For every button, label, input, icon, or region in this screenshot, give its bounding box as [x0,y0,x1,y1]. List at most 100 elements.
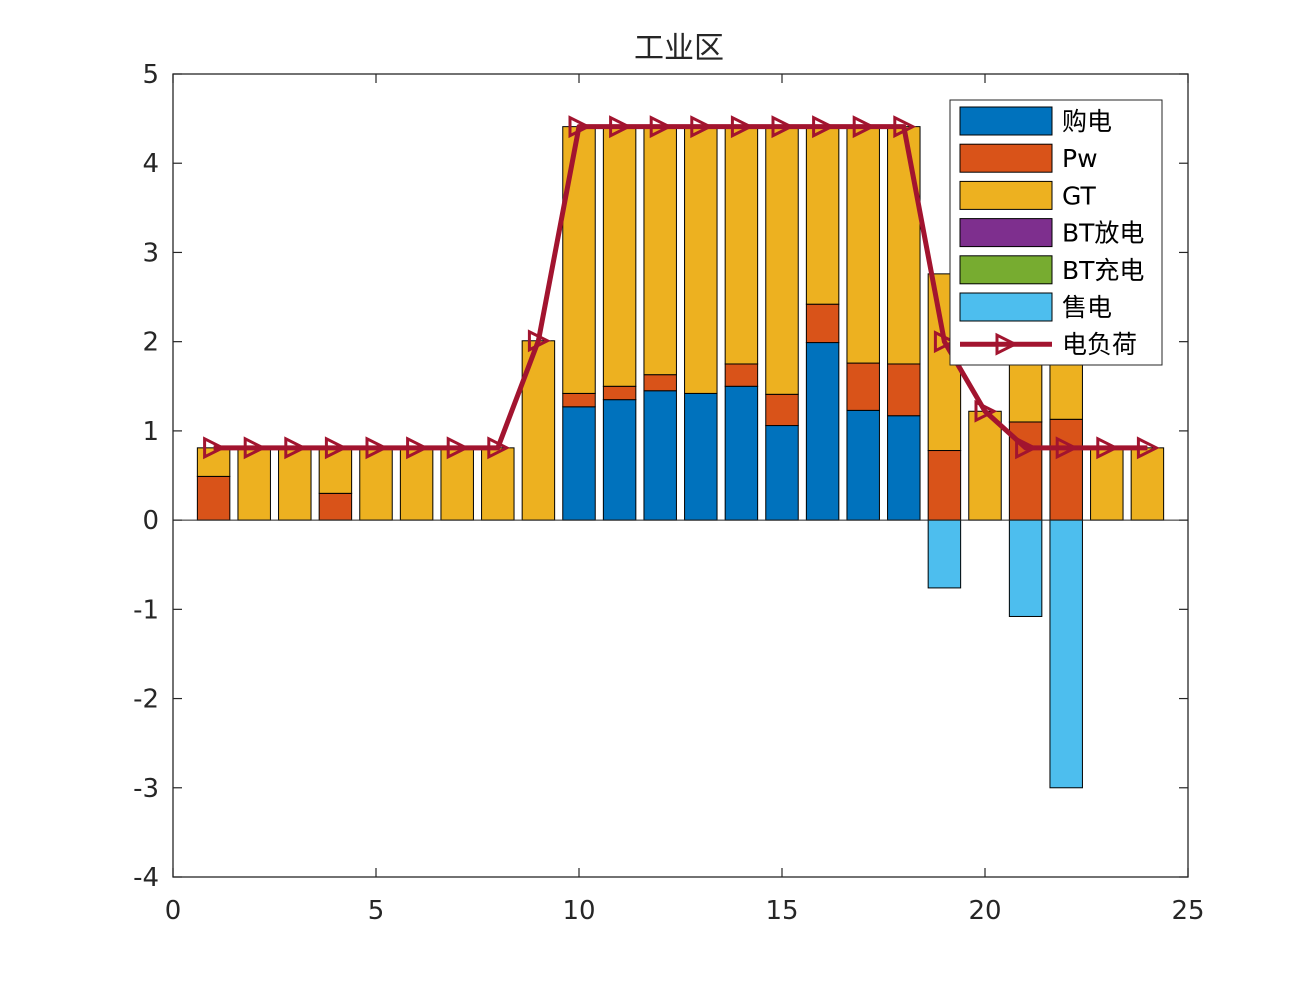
bar-售电-22 [1049,519,1083,789]
bar-GT-3 [278,447,312,521]
bar-购电-12 [643,390,677,521]
load-marker-3 [284,436,308,460]
load-marker-21 [1015,436,1038,460]
legend-swatch-售电 [959,292,1053,322]
bar-GT-8 [481,447,515,521]
x-tick-label-20: 20 [968,896,1001,926]
legend-label-GT: GT [1062,181,1096,210]
y-tick-label-3: 3 [142,238,159,268]
bar-GT-18 [887,126,921,365]
load-marker-1 [203,436,226,460]
bar-购电-17 [846,409,880,521]
bar-GT-13 [684,126,718,394]
legend-label-BT放电: BT放电 [1062,219,1144,248]
bar-Pw-1 [196,475,231,521]
bar-购电-15 [765,425,799,521]
plot-frame [172,73,1189,878]
bar-购电-10 [562,406,596,521]
bar-GT-4 [318,447,353,494]
legend-swatch-购电 [959,106,1053,136]
bar-Pw-18 [887,363,921,417]
bar-GT-12 [643,126,677,376]
bar-购电-14 [724,385,759,521]
bar-GT-7 [440,447,474,521]
bar-Pw-11 [602,385,637,401]
load-marker-20 [974,399,998,423]
legend-marker-电负荷 [995,332,1019,356]
load-marker-14 [730,115,754,139]
x-tick-label-10: 10 [562,896,595,926]
legend-swatch-BT充电 [959,255,1053,285]
load-marker-7 [446,436,470,460]
load-marker-6 [406,436,429,460]
legend-label-Pw: Pw [1062,144,1098,173]
load-marker-12 [649,115,673,139]
bar-Pw-14 [724,363,759,387]
load-marker-10 [568,115,592,139]
y-tick-label-4: 4 [142,149,159,179]
x-tick-label-0: 0 [165,896,182,926]
bar-Pw-17 [846,362,880,411]
bar-购电-13 [684,392,718,521]
bar-Pw-4 [318,492,353,521]
x-tick-label-5: 5 [368,896,385,926]
bar-GT-6 [399,447,434,521]
bar-GT-20 [968,410,1002,521]
legend-label-购电: 购电 [1062,107,1112,136]
load-marker-17 [852,115,876,139]
bar-GT-17 [846,126,880,364]
bar-GT-14 [724,126,759,365]
y-tick-label-5: 5 [142,60,159,90]
bar-GT-5 [359,447,393,521]
load-marker-19 [933,330,957,354]
load-marker-8 [487,436,511,460]
load-marker-9 [527,329,551,353]
bar-Pw-15 [765,393,799,427]
bar-售电-21 [1008,519,1043,617]
bar-购电-16 [805,342,840,521]
x-tick-label-15: 15 [765,896,798,926]
chart-title: 工业区 [634,31,724,66]
y-tick-label-1: 1 [142,417,159,447]
load-marker-23 [1096,436,1120,460]
y-tick-label--3: -3 [133,774,159,804]
load-marker-15 [771,115,795,139]
legend-label-电负荷: 电负荷 [1062,330,1137,359]
load-marker-11 [609,115,632,139]
bar-购电-11 [602,399,637,521]
load-marker-18 [893,115,917,139]
bar-GT-10 [562,126,596,394]
load-line-group [203,115,1160,460]
bar-Pw-10 [562,392,596,408]
load-marker-24 [1136,436,1160,460]
bar-GT-24 [1130,447,1165,521]
x-tick-label-25: 25 [1171,896,1204,926]
legend-swatch-BT放电 [959,218,1053,248]
bar-GT-15 [765,126,799,395]
y-tick-label--2: -2 [133,685,159,715]
bar-GT-11 [602,126,637,387]
load-marker-5 [365,436,389,460]
bar-Pw-12 [643,374,677,392]
load-marker-13 [690,115,714,139]
load-marker-2 [243,436,267,460]
y-tick-label-2: 2 [142,328,159,358]
legend-label-售电: 售电 [1062,293,1112,322]
legend-swatch-Pw [959,143,1053,173]
legend-swatch-GT [959,180,1053,210]
bar-购电-18 [887,415,921,521]
bar-售电-19 [927,519,962,589]
load-marker-16 [812,115,835,139]
bar-Pw-22 [1049,418,1083,521]
bar-Pw-16 [805,303,840,344]
bar-GT-23 [1090,447,1124,521]
legend-label-BT充电: BT充电 [1062,256,1144,285]
bar-GT-16 [805,126,840,305]
bar-GT-2 [237,447,271,521]
ticks-group: 0 5 10 15 20 25 -4 -3 -2 -1 0 1 2 3 4 5 [133,60,1204,926]
y-tick-label-0: 0 [142,506,159,536]
bar-Pw-19 [927,450,962,521]
load-marker-4 [324,436,348,460]
